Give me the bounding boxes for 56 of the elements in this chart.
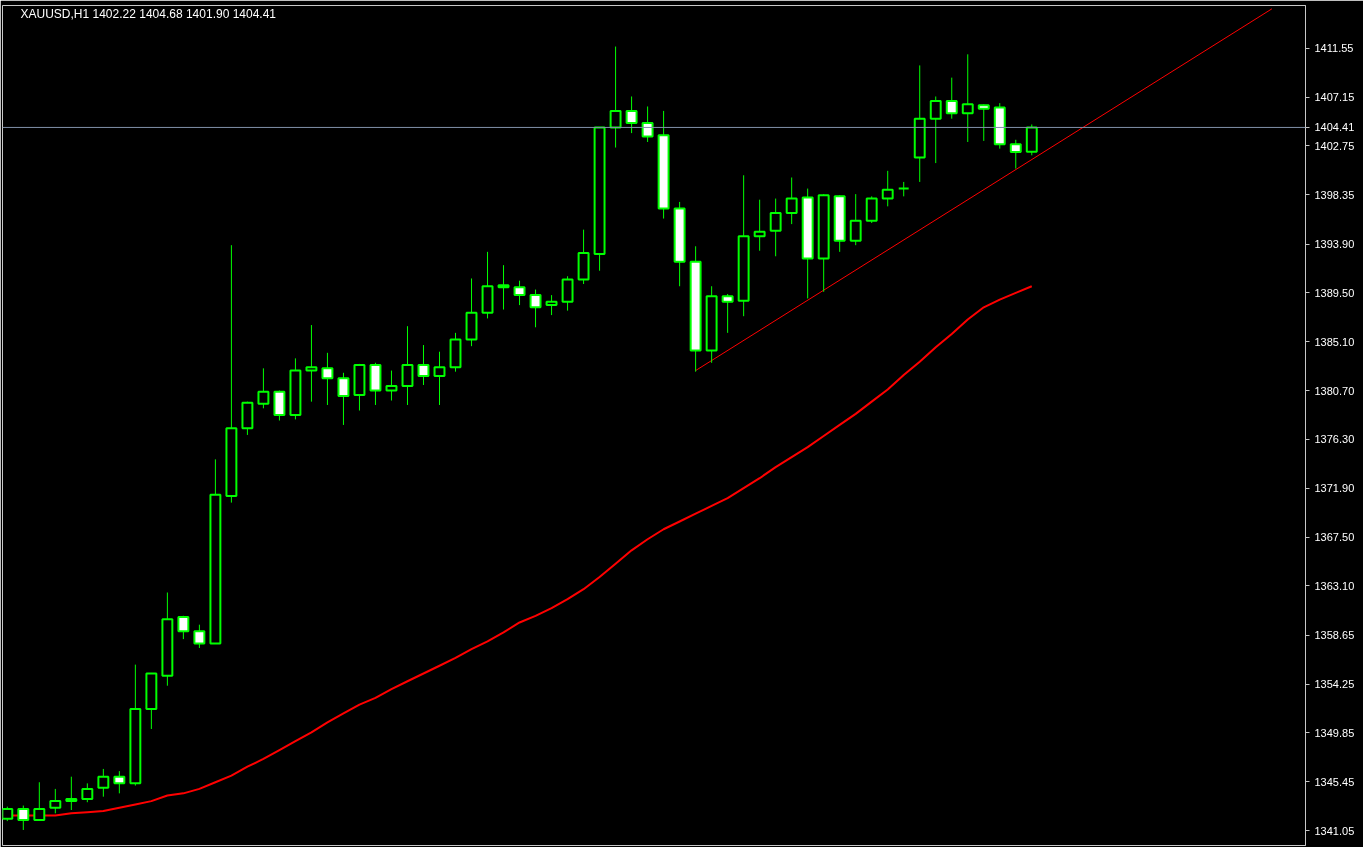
y-tick-label: 1367.50 <box>1314 531 1355 544</box>
ref-line-label: 1404.41 <box>1314 121 1355 134</box>
candlestick <box>417 344 430 386</box>
candlestick <box>33 781 46 821</box>
y-tick-label: 1411.55 <box>1314 42 1354 55</box>
candlestick <box>545 294 558 316</box>
candlestick <box>625 95 638 134</box>
candlestick <box>529 289 542 328</box>
chart-title: XAUUSD,H1 1402.22 1404.68 1401.90 1404.41 <box>20 6 277 21</box>
candlestick <box>865 195 878 224</box>
candlestick <box>305 324 318 403</box>
candlestick <box>641 105 654 143</box>
y-tick-label: 1358.65 <box>1314 629 1355 642</box>
y-tick-label: 1407.15 <box>1314 91 1355 104</box>
y-tick-label: 1398.35 <box>1314 188 1355 201</box>
candlestick <box>721 293 734 334</box>
y-tick-label: 1385.10 <box>1314 335 1355 348</box>
candlestick <box>961 53 974 143</box>
candlestick <box>769 198 782 257</box>
candlestick <box>881 170 894 207</box>
y-tick-label: 1363.10 <box>1314 579 1355 592</box>
candlestick <box>113 770 126 794</box>
y-tick-label: 1402.75 <box>1314 139 1355 152</box>
candlestick <box>81 782 94 803</box>
candlestick <box>17 805 30 831</box>
candlestick <box>753 199 766 252</box>
candlestick <box>273 390 286 422</box>
candlestick <box>337 372 350 426</box>
candlestick <box>849 193 862 246</box>
y-tick-label: 1345.45 <box>1314 775 1355 788</box>
candlestick <box>49 788 62 814</box>
candlestick <box>945 77 958 120</box>
candlestick <box>785 176 798 225</box>
y-tick-label: 1380.70 <box>1314 384 1355 397</box>
candlestick <box>929 95 942 164</box>
y-tick-label: 1354.25 <box>1314 678 1355 691</box>
y-tick-label: 1393.90 <box>1314 238 1355 251</box>
candlestick <box>513 280 526 306</box>
y-tick-label: 1389.50 <box>1314 286 1355 299</box>
candlestick <box>321 352 334 406</box>
candlestick <box>609 46 622 149</box>
candlestick <box>1009 139 1022 170</box>
candlestick <box>401 325 414 406</box>
candlestick <box>977 103 990 142</box>
candlestick <box>497 264 510 311</box>
candlestick <box>257 367 270 409</box>
candlestick <box>433 351 446 406</box>
y-tick-label: 1341.05 <box>1314 824 1355 837</box>
candlestick <box>65 776 78 811</box>
y-tick-label: 1349.85 <box>1314 726 1355 739</box>
candlestick <box>561 275 574 312</box>
candlestick <box>385 370 398 402</box>
candlestick <box>193 624 206 649</box>
y-tick-label: 1371.90 <box>1314 482 1355 495</box>
y-tick-label: 1376.30 <box>1314 433 1355 446</box>
candlestick <box>97 768 110 798</box>
